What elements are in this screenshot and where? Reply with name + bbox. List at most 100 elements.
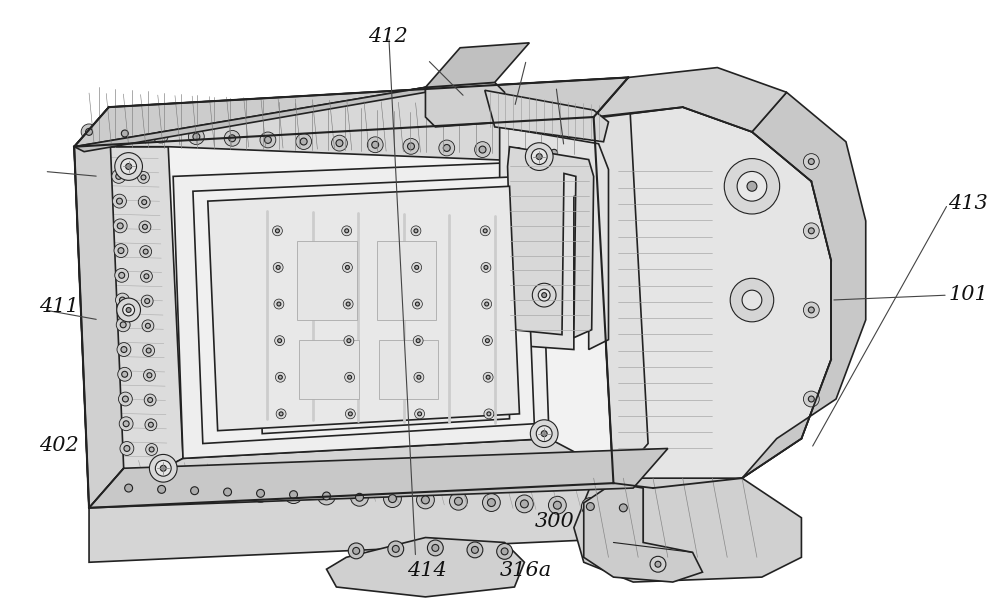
Circle shape [260,132,276,148]
Circle shape [141,295,153,307]
Circle shape [191,487,199,495]
Circle shape [81,124,97,140]
Polygon shape [74,107,124,508]
Circle shape [116,318,130,332]
Circle shape [113,219,127,233]
Circle shape [119,417,133,431]
Polygon shape [74,147,183,508]
Circle shape [256,489,264,497]
Circle shape [483,336,493,346]
Circle shape [272,226,282,236]
Circle shape [416,491,434,509]
Circle shape [218,483,236,501]
Circle shape [514,148,521,154]
Circle shape [808,396,814,402]
Circle shape [541,431,547,436]
Circle shape [615,499,633,517]
Circle shape [124,446,130,451]
Circle shape [115,268,129,282]
Circle shape [479,146,486,153]
Polygon shape [74,77,629,147]
Circle shape [351,489,368,506]
Circle shape [455,497,463,505]
Circle shape [143,249,148,254]
Circle shape [112,169,126,183]
Circle shape [336,140,343,147]
Circle shape [483,493,500,511]
Circle shape [412,299,422,309]
Circle shape [278,375,282,379]
Circle shape [484,229,488,233]
Circle shape [346,265,350,269]
Circle shape [496,544,512,559]
Circle shape [147,373,152,378]
Polygon shape [74,87,425,151]
Circle shape [277,302,281,306]
Circle shape [118,392,132,406]
Polygon shape [594,77,648,483]
Circle shape [484,265,488,269]
Circle shape [118,248,124,254]
Circle shape [407,143,414,150]
Circle shape [536,425,552,441]
Circle shape [415,302,419,306]
Circle shape [276,265,280,269]
Circle shape [349,543,364,559]
Circle shape [501,548,508,555]
Circle shape [421,496,429,504]
Circle shape [122,396,128,402]
Circle shape [143,369,155,381]
Circle shape [117,126,133,142]
Polygon shape [173,162,549,459]
Circle shape [273,262,283,272]
Circle shape [120,479,137,497]
Polygon shape [594,67,786,132]
Circle shape [115,293,129,307]
Circle shape [416,338,420,343]
Circle shape [587,503,595,511]
Circle shape [285,485,303,503]
Circle shape [472,546,479,554]
Circle shape [275,229,279,233]
Circle shape [290,490,298,498]
Circle shape [120,441,134,455]
Circle shape [546,145,562,161]
Polygon shape [742,93,866,478]
Circle shape [481,226,491,236]
Circle shape [520,500,528,508]
Circle shape [418,412,422,416]
Circle shape [808,159,814,164]
Circle shape [145,323,150,329]
Circle shape [347,302,351,306]
Polygon shape [327,538,524,597]
Circle shape [550,150,557,156]
Circle shape [342,226,352,236]
Circle shape [193,133,200,140]
Circle shape [138,196,150,208]
Circle shape [121,346,127,352]
Circle shape [144,274,149,279]
Circle shape [264,137,271,143]
Text: 412: 412 [368,27,408,46]
Polygon shape [193,177,534,444]
Circle shape [347,338,351,343]
Circle shape [525,143,553,170]
Circle shape [485,302,489,306]
Circle shape [344,336,354,346]
Circle shape [515,495,533,513]
Bar [300,340,358,399]
Circle shape [332,135,348,151]
Circle shape [146,348,151,353]
Circle shape [275,372,285,382]
Circle shape [323,492,331,500]
Text: 101: 101 [948,285,988,304]
Circle shape [392,546,399,552]
Polygon shape [89,449,668,508]
Circle shape [348,375,352,379]
Circle shape [443,145,450,151]
Polygon shape [584,483,702,582]
Circle shape [353,547,359,554]
Circle shape [148,422,153,427]
Circle shape [279,412,283,416]
Circle shape [415,409,425,419]
